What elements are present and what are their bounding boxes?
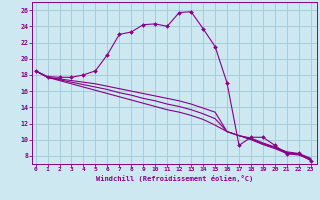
X-axis label: Windchill (Refroidissement éolien,°C): Windchill (Refroidissement éolien,°C)	[96, 175, 253, 182]
